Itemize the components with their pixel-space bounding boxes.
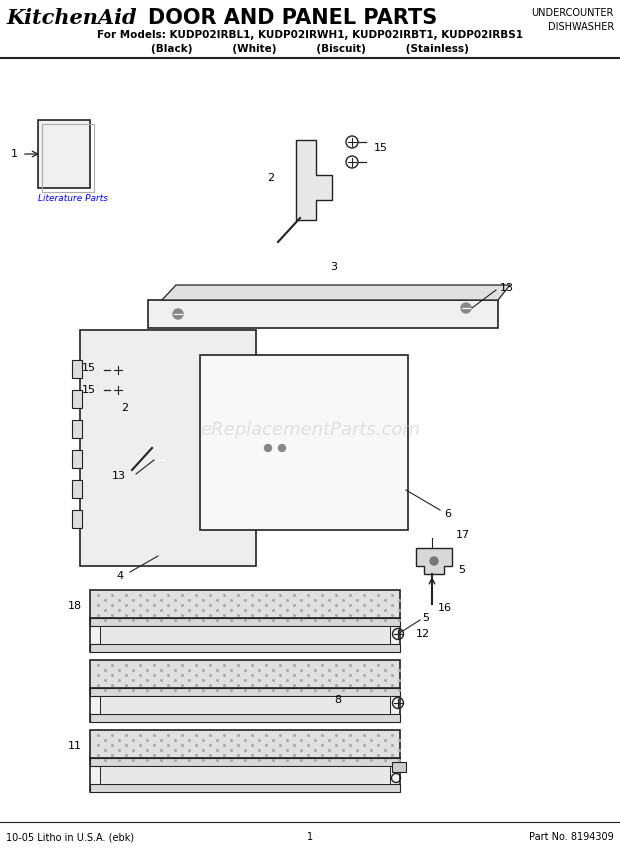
- Bar: [200, 355, 408, 530]
- Circle shape: [155, 455, 165, 465]
- Bar: [90, 618, 400, 626]
- Bar: [148, 300, 498, 328]
- Text: 1: 1: [307, 832, 313, 842]
- Text: 6: 6: [444, 509, 451, 519]
- Text: 2: 2: [121, 403, 128, 413]
- Text: 13: 13: [112, 471, 126, 481]
- Bar: [100, 766, 390, 784]
- Circle shape: [265, 444, 272, 451]
- Bar: [72, 420, 82, 438]
- Text: 3: 3: [330, 262, 337, 272]
- Text: 4: 4: [117, 571, 124, 581]
- Bar: [90, 688, 400, 722]
- Bar: [90, 688, 400, 696]
- Bar: [100, 696, 390, 714]
- Bar: [90, 758, 400, 792]
- Text: 12: 12: [416, 629, 430, 639]
- Text: 17: 17: [456, 530, 470, 540]
- Polygon shape: [162, 285, 510, 300]
- Bar: [90, 714, 400, 722]
- Polygon shape: [148, 370, 184, 450]
- Text: (Black)           (White)           (Biscuit)           (Stainless): (Black) (White) (Biscuit) (Stainless): [151, 44, 469, 54]
- Text: DOOR AND PANEL PARTS: DOOR AND PANEL PARTS: [148, 8, 437, 28]
- Text: eReplacementParts.com: eReplacementParts.com: [200, 421, 420, 439]
- Bar: [90, 730, 400, 760]
- Bar: [90, 758, 400, 766]
- Bar: [72, 480, 82, 498]
- Text: 11: 11: [68, 741, 82, 751]
- Text: 8: 8: [334, 695, 341, 705]
- Text: 15: 15: [82, 363, 96, 373]
- Text: 16: 16: [438, 603, 452, 613]
- Text: For Models: KUDP02IRBL1, KUDP02IRWH1, KUDP02IRBT1, KUDP02IRBS1: For Models: KUDP02IRBL1, KUDP02IRWH1, KU…: [97, 30, 523, 40]
- Circle shape: [173, 309, 183, 319]
- Bar: [90, 590, 400, 620]
- Polygon shape: [416, 548, 452, 574]
- Bar: [72, 510, 82, 528]
- Text: Part No. 8194309: Part No. 8194309: [529, 832, 614, 842]
- Text: 5: 5: [422, 613, 429, 623]
- Bar: [100, 626, 390, 644]
- Polygon shape: [296, 140, 332, 220]
- Bar: [42, 124, 94, 192]
- Text: 2: 2: [267, 173, 274, 183]
- Text: 5: 5: [458, 565, 465, 575]
- Bar: [72, 450, 82, 468]
- Text: 13: 13: [500, 283, 514, 293]
- Bar: [90, 618, 400, 652]
- Bar: [392, 762, 406, 772]
- Bar: [72, 390, 82, 408]
- Text: 15: 15: [374, 143, 388, 153]
- Text: 18: 18: [68, 601, 82, 611]
- Text: Literature Parts: Literature Parts: [38, 194, 108, 203]
- Circle shape: [278, 444, 285, 451]
- Text: 1: 1: [11, 149, 18, 159]
- Bar: [90, 644, 400, 652]
- Bar: [90, 784, 400, 792]
- Circle shape: [430, 557, 438, 565]
- Circle shape: [461, 303, 471, 313]
- Bar: [38, 120, 90, 188]
- Bar: [90, 660, 400, 690]
- Text: UNDERCOUNTER
DISHWASHER: UNDERCOUNTER DISHWASHER: [531, 8, 614, 32]
- Text: 10-05 Litho in U.S.A. (ebk): 10-05 Litho in U.S.A. (ebk): [6, 832, 134, 842]
- Bar: [72, 360, 82, 378]
- Bar: [80, 330, 256, 566]
- Text: KitchenAid: KitchenAid: [6, 8, 136, 28]
- Text: 15: 15: [82, 385, 96, 395]
